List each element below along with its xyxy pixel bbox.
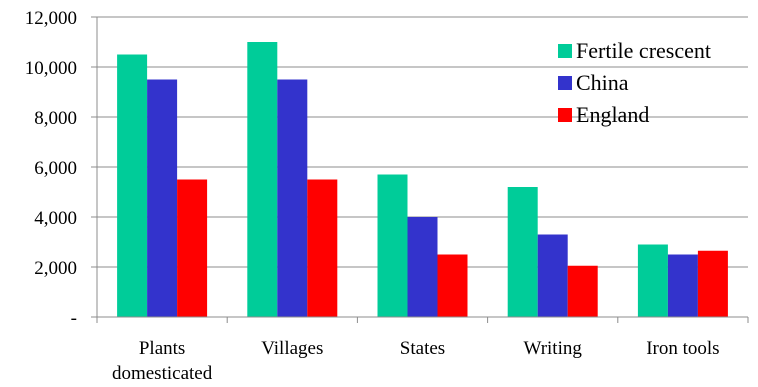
y-tick-label: 10,000 [25, 58, 77, 79]
y-tick-label: - [71, 308, 77, 329]
bar [277, 79, 308, 317]
bar [567, 265, 598, 317]
bar [307, 179, 338, 317]
bar [507, 187, 538, 317]
y-tick-label: 6,000 [34, 158, 77, 179]
y-axis-ticks: - 2,000 4,000 6,000 8,000 10,000 12,000 [25, 8, 97, 329]
bar [117, 54, 148, 317]
bar [407, 217, 438, 317]
bar [177, 179, 208, 317]
bar [697, 250, 728, 317]
x-axis-ticks: Plants domesticated Villages States Writing I… [96, 317, 749, 384]
y-tick-label: 2,000 [34, 258, 77, 279]
legend-swatch [558, 108, 572, 122]
legend-swatch [558, 44, 572, 58]
y-tick-label: 12,000 [25, 8, 77, 29]
bar [637, 244, 668, 317]
bar [537, 234, 568, 317]
legend-label: Fertile crescent [576, 38, 711, 63]
bar [437, 254, 468, 317]
legend-swatch [558, 76, 572, 90]
x-tick-label: Plants [139, 338, 185, 359]
bar [247, 42, 278, 317]
y-tick-label: 4,000 [34, 208, 77, 229]
bar [377, 174, 408, 317]
x-tick-label: Villages [261, 338, 323, 359]
x-tick-label: States [400, 338, 445, 359]
legend: Fertile crescent China England [558, 38, 711, 127]
bar [147, 79, 178, 317]
legend-label: England [576, 102, 649, 127]
bars [117, 42, 728, 317]
x-tick-label: domesticated [112, 363, 213, 384]
y-tick-label: 8,000 [34, 108, 77, 129]
x-tick-label: Writing [524, 338, 583, 359]
legend-label: China [576, 70, 629, 95]
bar [667, 254, 698, 317]
x-tick-label: Iron tools [646, 338, 719, 359]
